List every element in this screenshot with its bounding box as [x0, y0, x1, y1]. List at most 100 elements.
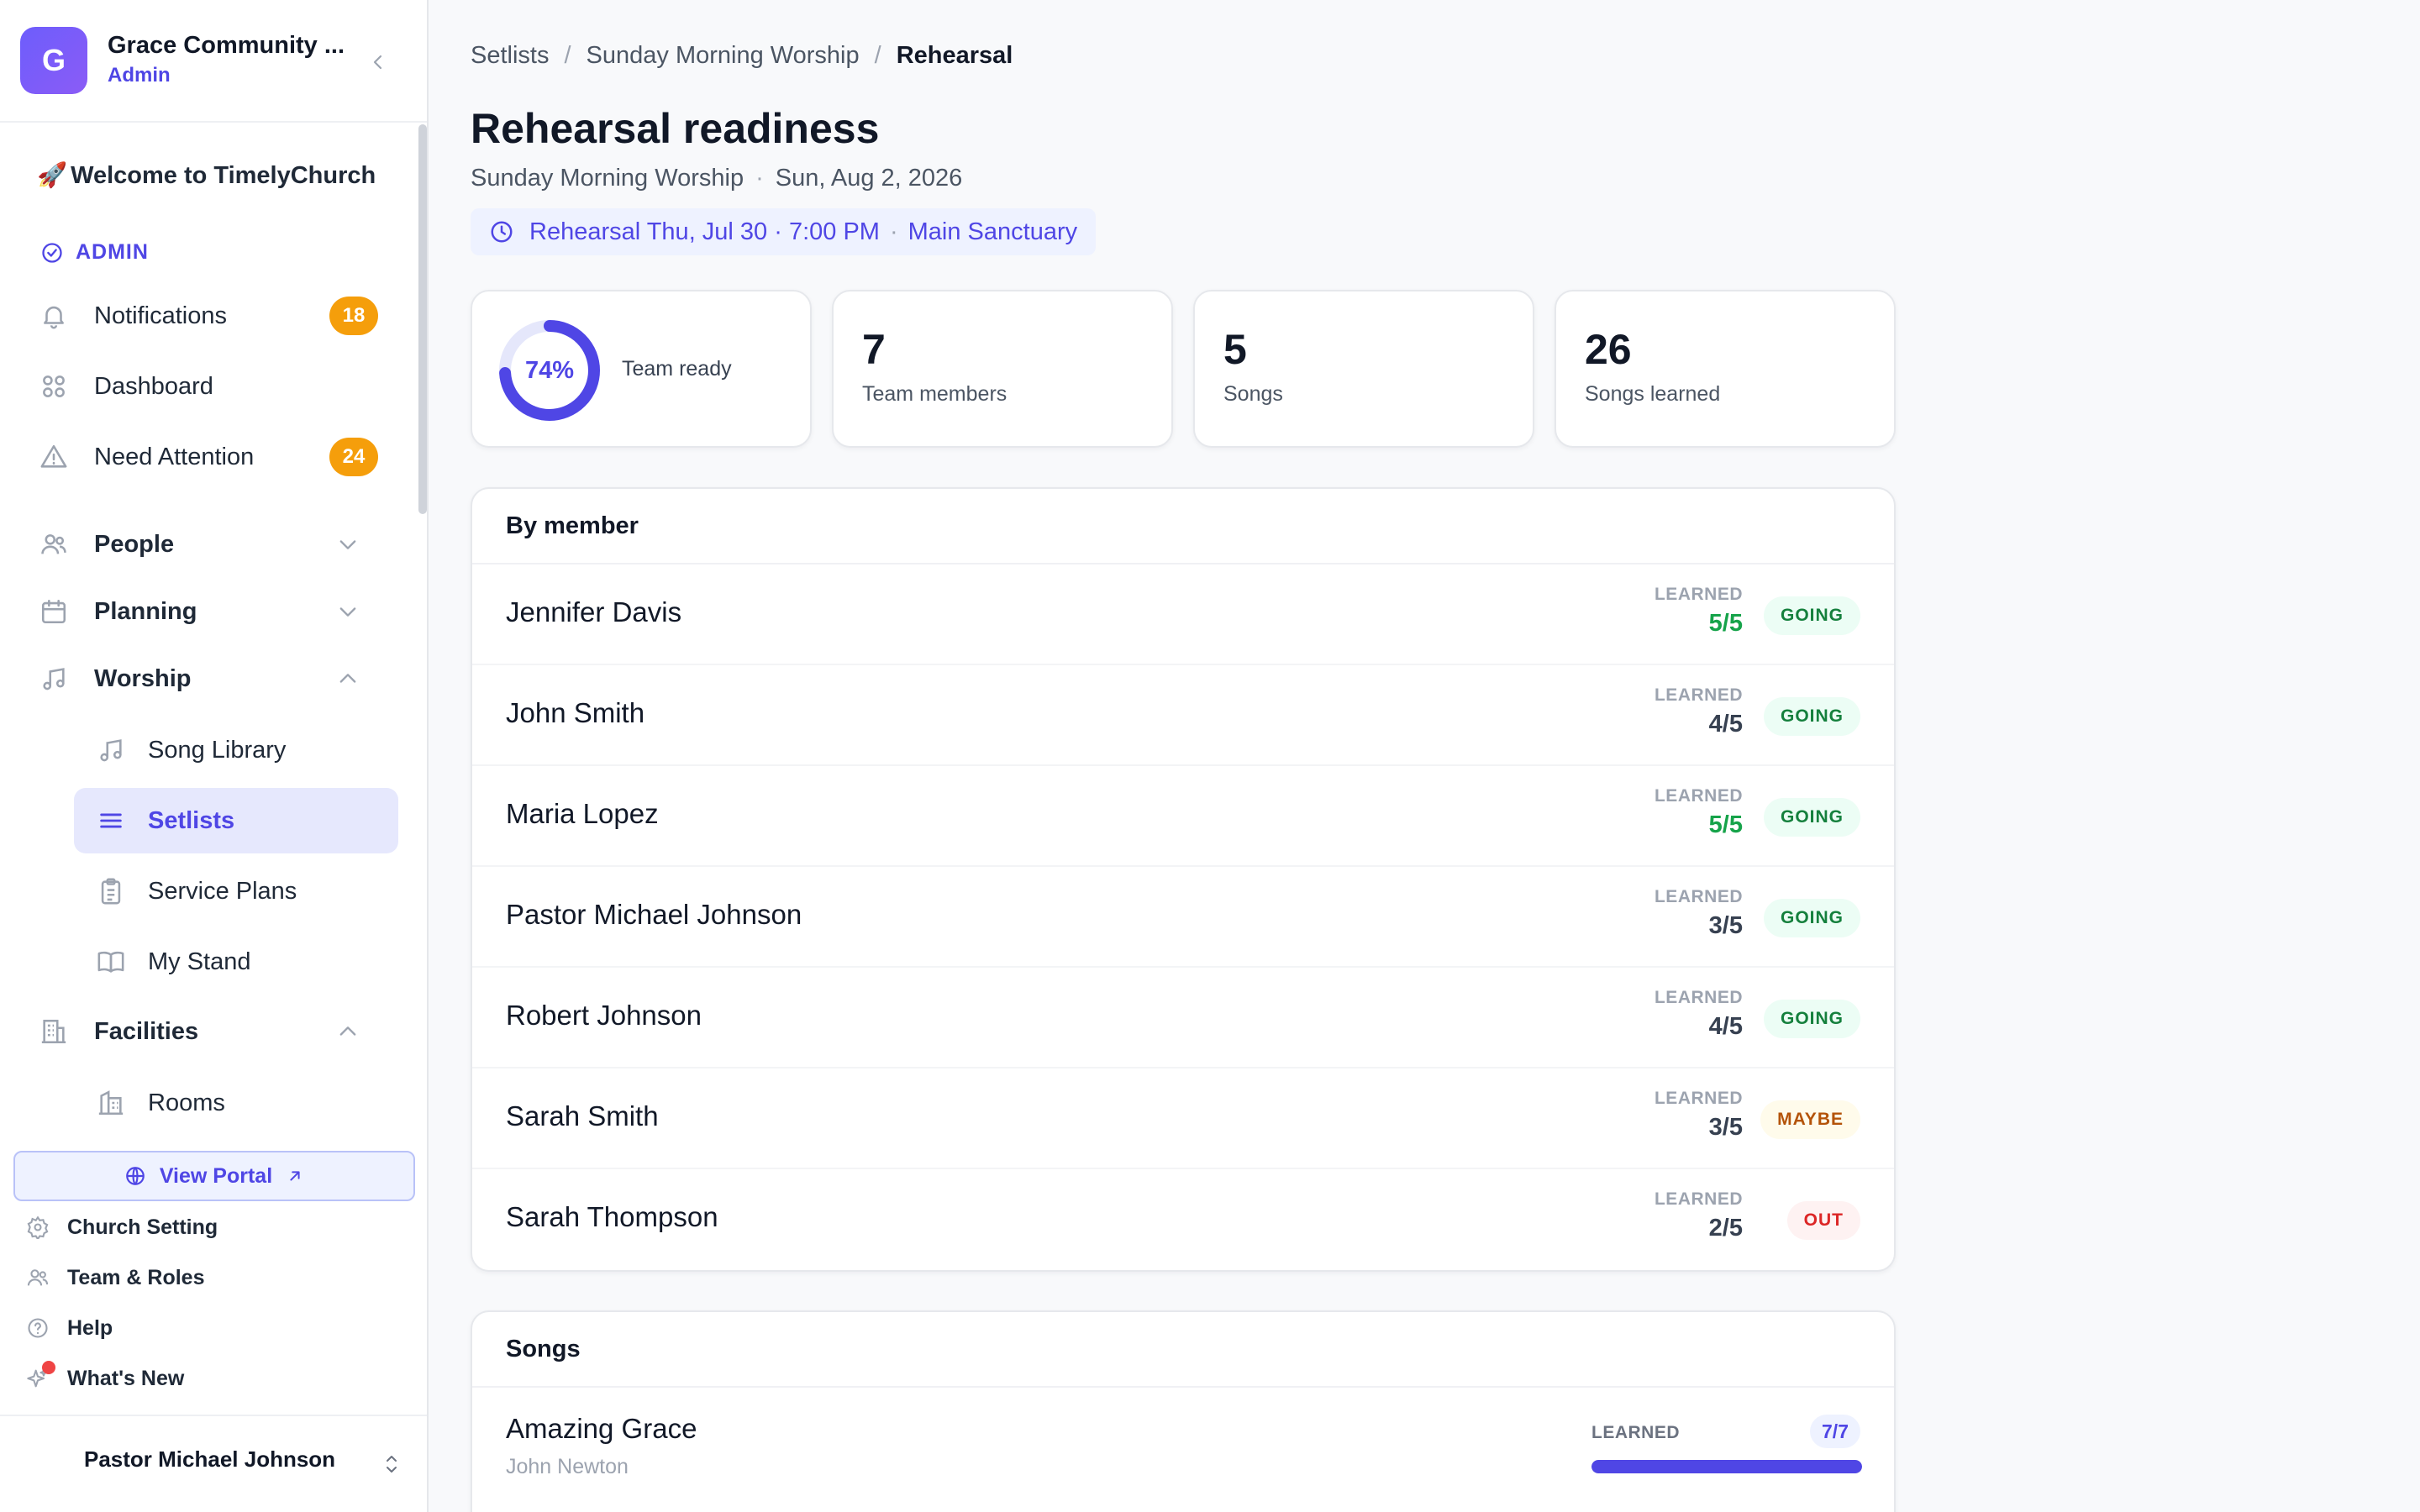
chevron-down-icon [339, 607, 356, 617]
sidebar-scrollbar[interactable] [418, 124, 427, 514]
learned-count: 4/5 [1708, 711, 1743, 738]
member-learned: LEARNED 3/5 [1655, 1089, 1743, 1142]
songs-heading: Songs [472, 1312, 1894, 1388]
songs-label: Songs [1223, 382, 1283, 406]
sidebar-item-label: Rooms [148, 1089, 225, 1116]
breadcrumb-separator: / [874, 42, 881, 69]
church-setting-label: Church Setting [67, 1215, 218, 1239]
learned-label: LEARNED [1654, 1089, 1743, 1108]
learned-label: LEARNED [1654, 786, 1743, 806]
member-row[interactable]: Robert Johnson LEARNED 4/5 GOING [472, 968, 1894, 1068]
by-member-heading: By member [472, 489, 1894, 564]
team-icon [25, 1265, 50, 1290]
view-portal-button[interactable]: View Portal [13, 1151, 415, 1201]
welcome-label: Welcome to TimelyChurch [71, 161, 376, 189]
building-icon [37, 1015, 71, 1048]
sidebar-item-dashboard[interactable]: Dashboard [37, 354, 393, 418]
user-menu[interactable]: Pastor Michael Johnson [0, 1415, 427, 1512]
chevron-updown-icon [387, 1456, 397, 1473]
member-row[interactable]: Maria Lopez LEARNED 5/5 GOING [472, 766, 1894, 867]
sidebar-item-notifications[interactable]: Notifications 18 [37, 284, 393, 348]
member-row[interactable]: Jennifer Davis LEARNED 5/5 GOING [472, 564, 1894, 665]
sidebar-item-need-attention[interactable]: Need Attention 24 [37, 425, 393, 489]
team-roles-link[interactable]: Team & Roles [25, 1257, 204, 1299]
song-learned-label: LEARNED [1591, 1423, 1681, 1442]
org-role: Admin [108, 64, 171, 87]
org-logo[interactable]: G [20, 27, 87, 94]
member-row[interactable]: Sarah Thompson LEARNED 2/5 OUT [472, 1169, 1894, 1270]
calendar-icon [37, 595, 71, 628]
sidebar-item-rooms[interactable]: Rooms [74, 1070, 398, 1132]
sidebar-item-planning[interactable]: Planning [37, 580, 393, 643]
sidebar-item-song-library[interactable]: Song Library [74, 717, 398, 783]
help-icon [25, 1315, 50, 1341]
songs-learned-label: Songs learned [1585, 382, 1721, 406]
member-name: Sarah Smith [506, 1100, 659, 1131]
music-icon [37, 662, 71, 696]
sidebar-item-label: Need Attention [94, 443, 255, 470]
team-members-value: 7 [862, 326, 886, 373]
breadcrumb-setlists[interactable]: Setlists [471, 42, 550, 69]
view-portal-label: View Portal [159, 1163, 273, 1188]
member-learned: LEARNED 5/5 [1655, 585, 1743, 638]
sidebar-item-facilities[interactable]: Facilities [37, 1000, 393, 1063]
church-setting-link[interactable]: Church Setting [25, 1206, 218, 1248]
songs-card: 5 Songs [1193, 290, 1534, 448]
songs-value: 5 [1223, 326, 1247, 373]
grid-icon [37, 370, 71, 403]
section-label-text: ADMIN [76, 240, 149, 264]
sidebar-nav: 🚀 Welcome to TimelyChurch ADMIN Notifica… [0, 124, 427, 1132]
learned-label: LEARNED [1654, 685, 1743, 705]
warning-icon [37, 440, 71, 474]
sidebar-item-label: Facilities [94, 1017, 199, 1045]
sidebar-item-setlists[interactable]: Setlists [74, 788, 398, 853]
breadcrumb-service[interactable]: Sunday Morning Worship [586, 42, 860, 69]
org-name[interactable]: Grace Community ... [108, 32, 345, 59]
sidebar: G Grace Community ... Admin 🚀 Welcome to… [0, 0, 429, 1512]
separator-dot: · [755, 165, 764, 192]
rocket-icon: 🚀 [37, 162, 68, 189]
sidebar-item-people[interactable]: People [37, 512, 393, 576]
member-list: Jennifer Davis LEARNED 5/5 GOING John Smith L… [472, 564, 1894, 1270]
member-row[interactable]: Sarah Smith LEARNED 3/5 MAYBE [472, 1068, 1894, 1169]
learned-count: 4/5 [1708, 1013, 1743, 1040]
chevron-up-icon [339, 1026, 356, 1036]
collapse-sidebar-button[interactable] [361, 45, 395, 79]
member-row[interactable]: John Smith LEARNED 4/5 GOING [472, 665, 1894, 766]
learned-count: 3/5 [1708, 912, 1743, 939]
team-members-label: Team members [862, 382, 1007, 406]
sidebar-item-worship[interactable]: Worship [37, 647, 393, 711]
member-row[interactable]: Pastor Michael Johnson LEARNED 3/5 GOING [472, 867, 1894, 968]
sidebar-item-service-plans[interactable]: Service Plans [74, 858, 398, 924]
sidebar-footer: View Portal Church Setting Team & Roles … [0, 1134, 427, 1512]
learned-count: 3/5 [1708, 1114, 1743, 1141]
sidebar-item-label: Worship [94, 664, 192, 692]
book-icon [94, 945, 128, 979]
sidebar-item-label: Notifications [94, 302, 227, 329]
whats-new-link[interactable]: What's New [25, 1357, 184, 1399]
sidebar-item-label: Service Plans [148, 877, 297, 905]
help-label: Help [67, 1315, 113, 1340]
status-badge: GOING [1763, 899, 1860, 937]
help-link[interactable]: Help [25, 1307, 113, 1349]
people-icon [37, 528, 71, 561]
page-subtitle: Sunday Morning Worship · Sun, Aug 2, 202… [471, 165, 962, 192]
team-ready-label: Team ready [622, 357, 732, 381]
team-members-card: 7 Team members [832, 290, 1173, 448]
org-header: G Grace Community ... Admin [0, 0, 427, 123]
song-learned-count: 7/7 [1810, 1415, 1860, 1448]
team-roles-label: Team & Roles [67, 1265, 205, 1289]
songs-panel: Songs Amazing Grace John Newton LEARNED 7/7 [471, 1310, 1896, 1512]
sidebar-item-my-stand[interactable]: My Stand [74, 929, 398, 995]
song-title: Amazing Grace [506, 1413, 697, 1444]
member-name: Robert Johnson [506, 1000, 702, 1031]
room-icon [94, 1086, 128, 1120]
member-learned: LEARNED 4/5 [1655, 988, 1743, 1041]
member-name: Maria Lopez [506, 798, 659, 829]
songs-learned-value: 26 [1585, 326, 1632, 373]
separator-dot: · [889, 218, 898, 245]
sidebar-item-label: Dashboard [94, 372, 213, 400]
user-name: Pastor Michael Johnson [84, 1446, 336, 1472]
song-row[interactable]: Amazing Grace John Newton LEARNED 7/7 [472, 1388, 1894, 1497]
welcome-link[interactable]: 🚀 Welcome to TimelyChurch [37, 161, 376, 190]
